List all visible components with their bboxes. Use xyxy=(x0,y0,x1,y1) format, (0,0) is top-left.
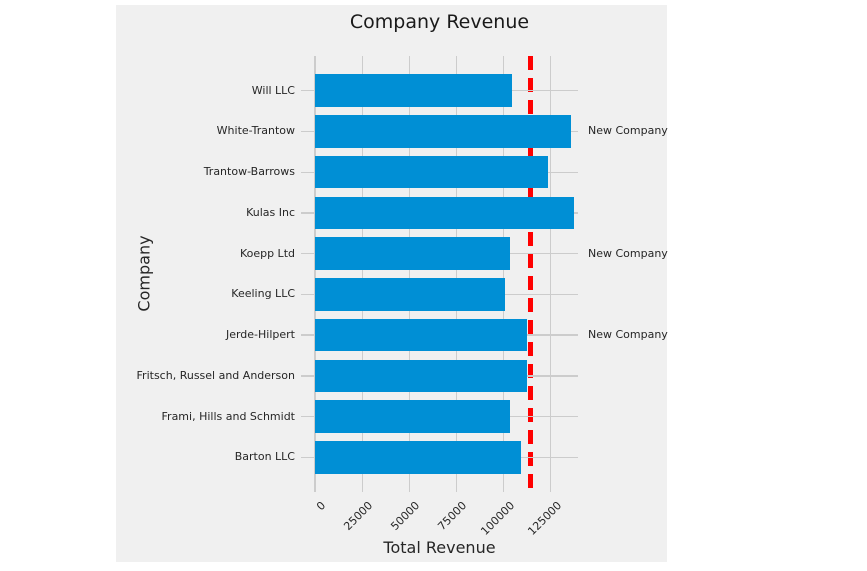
chart-title: Company Revenue xyxy=(349,11,530,33)
revenue-bar xyxy=(315,359,527,393)
revenue-bar xyxy=(315,318,528,352)
revenue-bar xyxy=(315,74,512,107)
y-axis-label: Company xyxy=(134,234,154,312)
revenue-bar xyxy=(315,237,511,270)
x-gridline xyxy=(550,55,552,492)
x-axis-label: Total Revenue xyxy=(383,538,496,557)
y-tick-label: Koepp Ltd xyxy=(239,246,295,260)
revenue-bar xyxy=(315,115,572,148)
new-company-annotation: New Company xyxy=(588,246,668,260)
y-tick-label: Frami, Hills and Schmidt xyxy=(161,409,295,423)
y-tick-label: Trantow-Barrows xyxy=(203,165,295,179)
y-tick-label: Barton LLC xyxy=(234,450,295,464)
y-tick-label: Jerde-Hilpert xyxy=(225,328,295,342)
revenue-bar xyxy=(315,278,506,311)
x-gridline xyxy=(361,55,363,492)
y-tick-label: White-Trantow xyxy=(216,124,295,138)
average-line xyxy=(528,55,534,492)
plot-area xyxy=(301,55,578,492)
y-tick-label: Keeling LLC xyxy=(231,287,295,301)
y-tick-label: Fritsch, Russel and Anderson xyxy=(136,368,295,382)
y-tick-label: Will LLC xyxy=(251,83,295,97)
revenue-bar xyxy=(315,400,511,433)
new-company-annotation: New Company xyxy=(588,124,668,138)
x-gridline xyxy=(408,55,410,492)
revenue-bar xyxy=(315,155,548,189)
x-gridline xyxy=(455,55,458,492)
revenue-bar xyxy=(315,441,522,474)
x-gridline xyxy=(314,55,316,492)
revenue-bar xyxy=(315,196,574,230)
y-tick-label: Kulas Inc xyxy=(246,205,295,219)
new-company-annotation: New Company xyxy=(588,328,668,342)
x-gridline xyxy=(502,55,505,492)
chart-figure: Company Revenue Company Total Revenue Wi… xyxy=(116,5,668,562)
